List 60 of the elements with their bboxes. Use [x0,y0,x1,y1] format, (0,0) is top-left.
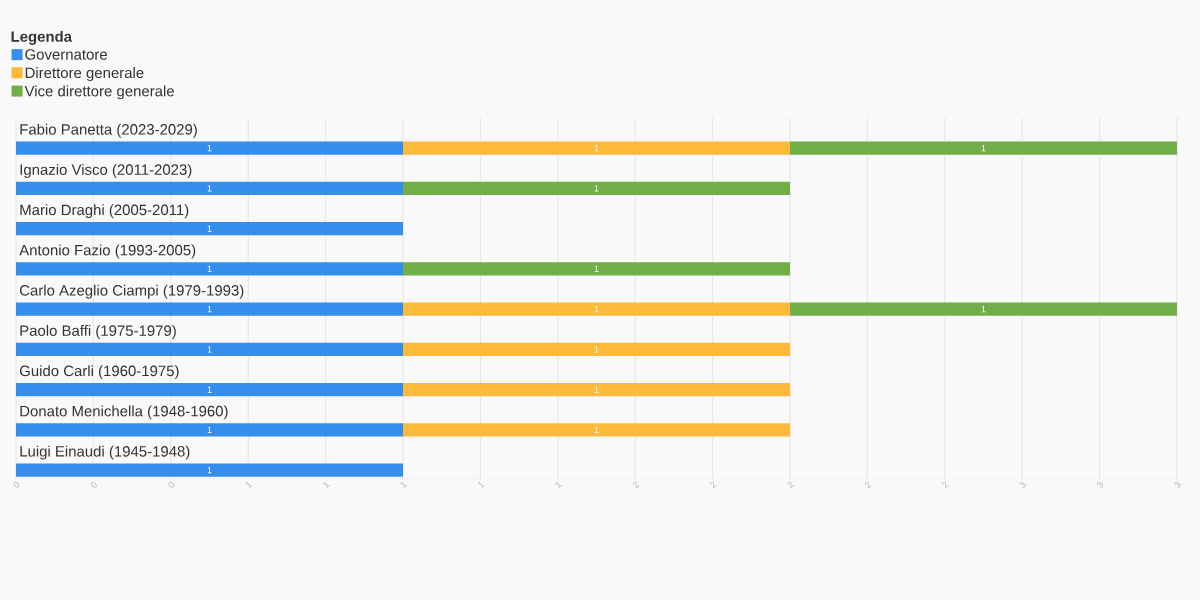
bar [16,141,403,155]
x-tick-label: 0 [13,481,20,488]
y-tick-label: Antonio Fazio (1993-2005) [19,244,196,259]
x-tick-label: 2 [632,481,640,489]
bar [16,463,403,477]
x-tick-label: 2 [864,481,872,489]
bar [16,262,403,276]
x-tick-label: 3 [1097,481,1104,488]
y-tick-label: Ignazio Visco (2011-2023) [20,163,192,178]
data-label: 1 [207,386,212,393]
data-label: 1 [594,265,599,272]
data-label: 1 [207,467,212,474]
y-tick-label: Fabio Panetta (2023-2029) [20,123,197,138]
data-label: 1 [594,346,599,353]
bar [403,141,790,155]
legend-title: Legenda [11,30,73,45]
data-label: 1 [207,185,212,192]
legend-label: Direttore generale [25,67,144,82]
x-tick-label: 1 [246,482,253,489]
x-tick-label: 2 [787,481,795,489]
data-label: 1 [594,185,599,192]
bar [16,383,403,397]
bar [16,302,403,316]
x-tick-label: 1 [478,482,485,489]
data-label: 1 [594,386,599,393]
bar [16,423,403,437]
data-label: 1 [594,426,599,433]
data-label: 1 [981,306,986,313]
x-tick-label: 3 [1174,481,1181,488]
bar [403,383,790,397]
bar [403,262,790,276]
bar [403,181,790,196]
bar [403,342,790,357]
bar [790,302,1177,316]
bar [16,342,403,357]
x-tick-label: 1 [400,482,408,489]
y-tick-label: Carlo Azeglio Ciampi (1979-1993) [19,284,244,299]
data-label: 1 [207,225,212,232]
y-tick-label: Luigi Einaudi (1945-1948) [20,445,190,460]
legend-label: Vice direttore generale [24,85,174,100]
data-label: 1 [207,145,212,152]
bar [16,181,403,196]
y-tick-label: Mario Draghi (2005-2011) [20,204,189,219]
data-label: 1 [207,426,212,433]
data-label: 1 [207,346,212,353]
y-tick-label: Guido Carli (1960-1975) [19,365,179,380]
data-label: 1 [594,306,599,313]
data-label: 1 [207,265,212,272]
y-tick-label: Donato Menichella (1948-1960) [20,405,228,420]
data-label: 1 [981,145,986,152]
bar [403,423,790,437]
legend-label: Governatore [25,49,107,60]
bar [403,302,790,316]
data-label: 1 [207,306,212,313]
data-label: 1 [594,145,599,152]
bar [790,141,1177,155]
y-tick-label: Paolo Baffi (1975-1979) [20,324,176,339]
x-tick-label: 1 [555,482,562,489]
x-tick-label: 0 [168,481,175,488]
bar [16,222,403,236]
